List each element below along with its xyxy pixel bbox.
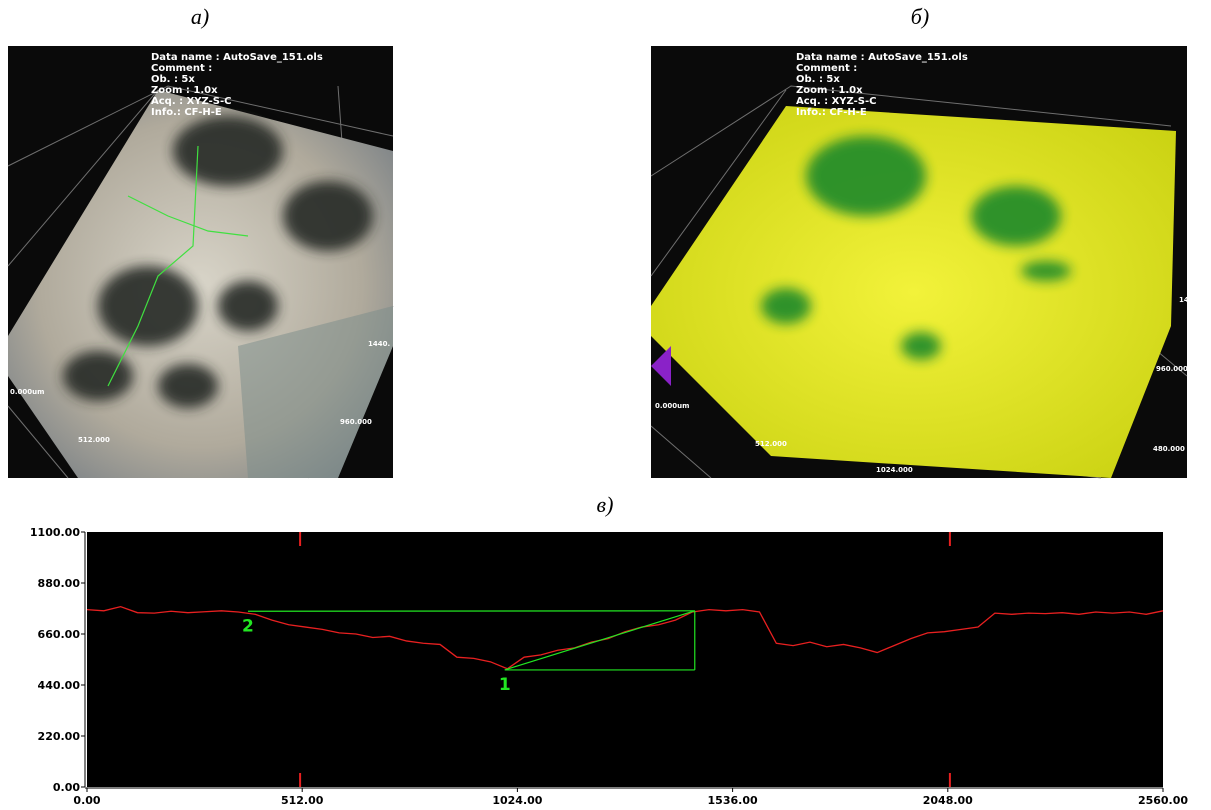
info-text: Acq. : XYZ-S-C [151, 96, 231, 107]
surface-image-a: Data name : AutoSave_151.ols Comment : O… [8, 46, 393, 478]
info-text: Data name : AutoSave_151.ols [151, 52, 323, 63]
plot-area [87, 532, 1163, 787]
axis-label-3d: 512.000 [78, 436, 110, 444]
x-tick-label: 0.00 [73, 794, 100, 807]
y-tick-label: 440.00 [38, 679, 81, 692]
info-text: Zoom : 1.0x [796, 85, 863, 96]
panel-label: а) [191, 4, 209, 29]
y-tick-label: 0.00 [53, 781, 80, 794]
marker-label: 1 [499, 675, 511, 695]
panel-label: б) [911, 4, 929, 29]
info-text: Ob. : 5x [796, 74, 840, 85]
info-text: Info.: CF-H-E [796, 107, 867, 118]
surface-image-b: Data name : AutoSave_151.ols Comment : O… [651, 46, 1189, 478]
axis-label-3d: 1440. [368, 340, 390, 348]
info-text: Acq. : XYZ-S-C [796, 96, 876, 107]
axis-label-3d: 960.000 [1156, 365, 1188, 373]
x-tick-label: 2560.00 [1138, 794, 1188, 807]
y-tick-label: 880.00 [38, 577, 81, 590]
x-tick-label: 1024.00 [492, 794, 542, 807]
info-text: Data name : AutoSave_151.ols [796, 52, 968, 63]
x-tick-label: 1536.00 [708, 794, 758, 807]
y-tick-label: 220.00 [38, 730, 81, 743]
axis-label-3d: 0.000um [10, 388, 44, 396]
figure: а) б) Data name : AutoSave_151.ols Comme… [0, 0, 1211, 810]
axis-label-3d: 1024.000 [876, 466, 913, 474]
x-tick-label: 512.00 [281, 794, 324, 807]
y-tick-label: 1100.00 [30, 526, 80, 539]
axis-label-3d: 480.000 [1153, 445, 1185, 453]
axis-label-3d: 512.000 [755, 440, 787, 448]
marker-label: 2 [242, 616, 254, 636]
info-text: Comment : [796, 63, 857, 74]
info-text: Zoom : 1.0x [151, 85, 218, 96]
info-text: Info.: CF-H-E [151, 107, 222, 118]
chart-title: в) [597, 492, 614, 517]
y-tick-label: 660.00 [38, 628, 81, 641]
info-text: Comment : [151, 63, 212, 74]
info-text: Ob. : 5x [151, 74, 195, 85]
axis-label-3d: 960.000 [340, 418, 372, 426]
x-tick-label: 2048.00 [923, 794, 973, 807]
axis-label-3d: 14 [1179, 296, 1189, 304]
axis-label-3d: 0.000um [655, 402, 689, 410]
